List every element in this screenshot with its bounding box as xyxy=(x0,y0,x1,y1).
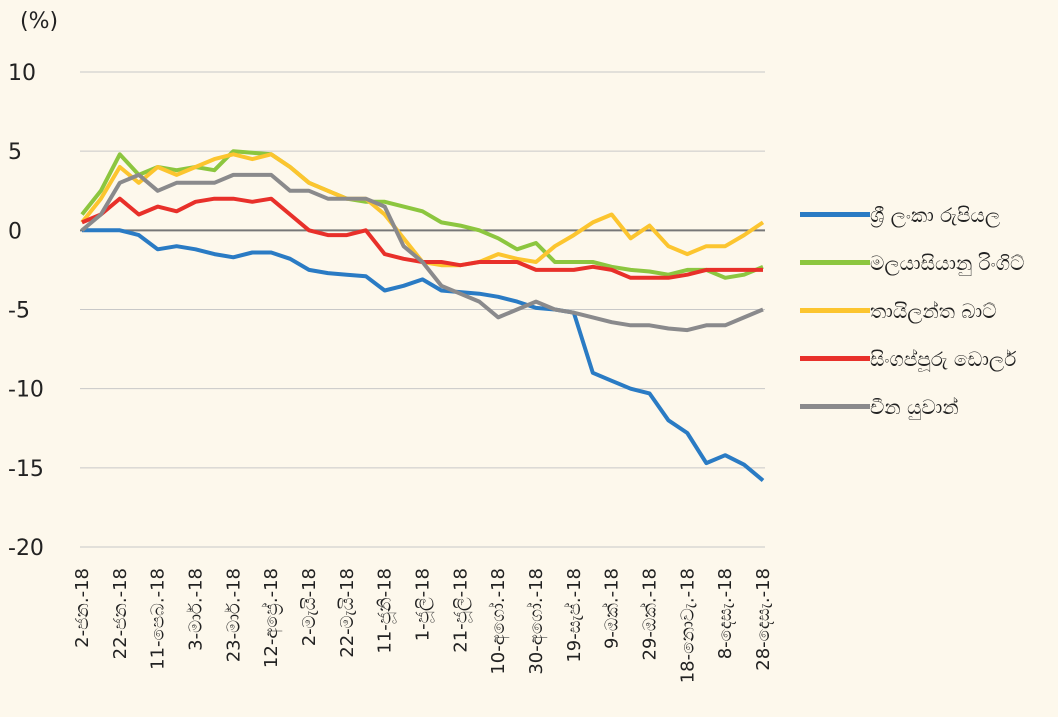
legend-item: තායිලන්ත බාට් xyxy=(800,296,1055,326)
y-axis-label: (%) xyxy=(20,9,58,34)
legend-swatch xyxy=(800,260,870,265)
x-tick-label: 3-මාර්.-18 xyxy=(186,568,207,651)
legend-item: චීන යුවාන් xyxy=(800,392,1055,422)
legend-swatch xyxy=(800,308,870,313)
x-tick-label: 21-ජූලි-18 xyxy=(450,568,471,653)
legend-item: සිංගප්පූරු ඩොලර් xyxy=(800,344,1055,374)
legend-label: චීන යුවාන් xyxy=(870,395,959,419)
x-tick-label: 22-මැයි-18 xyxy=(337,568,358,658)
x-tick-label: 28-දෙසැ.-18 xyxy=(753,568,774,671)
x-tick-label: 1-ජූලි-18 xyxy=(413,568,434,641)
x-tick-label: 22-ජන.-18 xyxy=(110,568,131,659)
series-line xyxy=(82,228,765,483)
legend-item: ශ්‍රී ලංකා රුපියල xyxy=(800,200,1055,230)
series-line xyxy=(80,172,764,333)
legend-swatch xyxy=(800,212,870,217)
legend-label: තායිලන්ත බාට් xyxy=(870,299,997,323)
legend-swatch xyxy=(800,356,870,361)
x-tick-label: 10-අගෝ.-18 xyxy=(488,568,510,675)
y-tick-label: 0 xyxy=(8,219,22,244)
y-tick-label: 10 xyxy=(8,61,36,86)
x-tick-label: 29-ඔක්.-18 xyxy=(639,568,660,660)
x-tick-label: 11-ජූනි-18 xyxy=(375,568,396,654)
legend-label: ශ්‍රී ලංකා රුපියල xyxy=(870,203,1001,227)
x-tick-label: 30-අගෝ.-18 xyxy=(526,568,548,675)
y-tick-label: -10 xyxy=(8,378,44,403)
x-tick-label: 11-පෙබ.-18 xyxy=(148,568,169,670)
x-tick-label: 18-නොවැ.-18 xyxy=(677,568,698,683)
y-tick-label: -5 xyxy=(8,299,30,324)
x-tick-label: 19-සැප්.-18 xyxy=(564,568,585,663)
y-tick-label: 5 xyxy=(8,140,22,165)
y-tick-label: -15 xyxy=(8,457,44,482)
legend-label: මලයාසියානු රිංගිට් xyxy=(870,251,1025,275)
x-tick-label: 8-දෙසැ.-18 xyxy=(715,568,736,659)
legend-swatch xyxy=(800,404,870,409)
x-tick-label: 2-ජන.-18 xyxy=(72,568,93,648)
x-tick-label: 12-අප්‍රේ.-18 xyxy=(261,568,283,668)
x-tick-label: 23-මාර්.-18 xyxy=(223,568,244,662)
legend-item: මලයාසියානු රිංගිට් xyxy=(800,248,1055,278)
legend: ශ්‍රී ලංකා රුපියල මලයාසියානු රිංගිට් තායිල… xyxy=(800,200,1055,440)
x-tick-label: 9-ඔක්.-18 xyxy=(601,568,622,649)
legend-label: සිංගප්පූරු ඩොලර් xyxy=(870,347,1017,371)
x-tick-label: 2-මැයි-18 xyxy=(299,568,320,646)
y-tick-label: -20 xyxy=(8,536,44,561)
